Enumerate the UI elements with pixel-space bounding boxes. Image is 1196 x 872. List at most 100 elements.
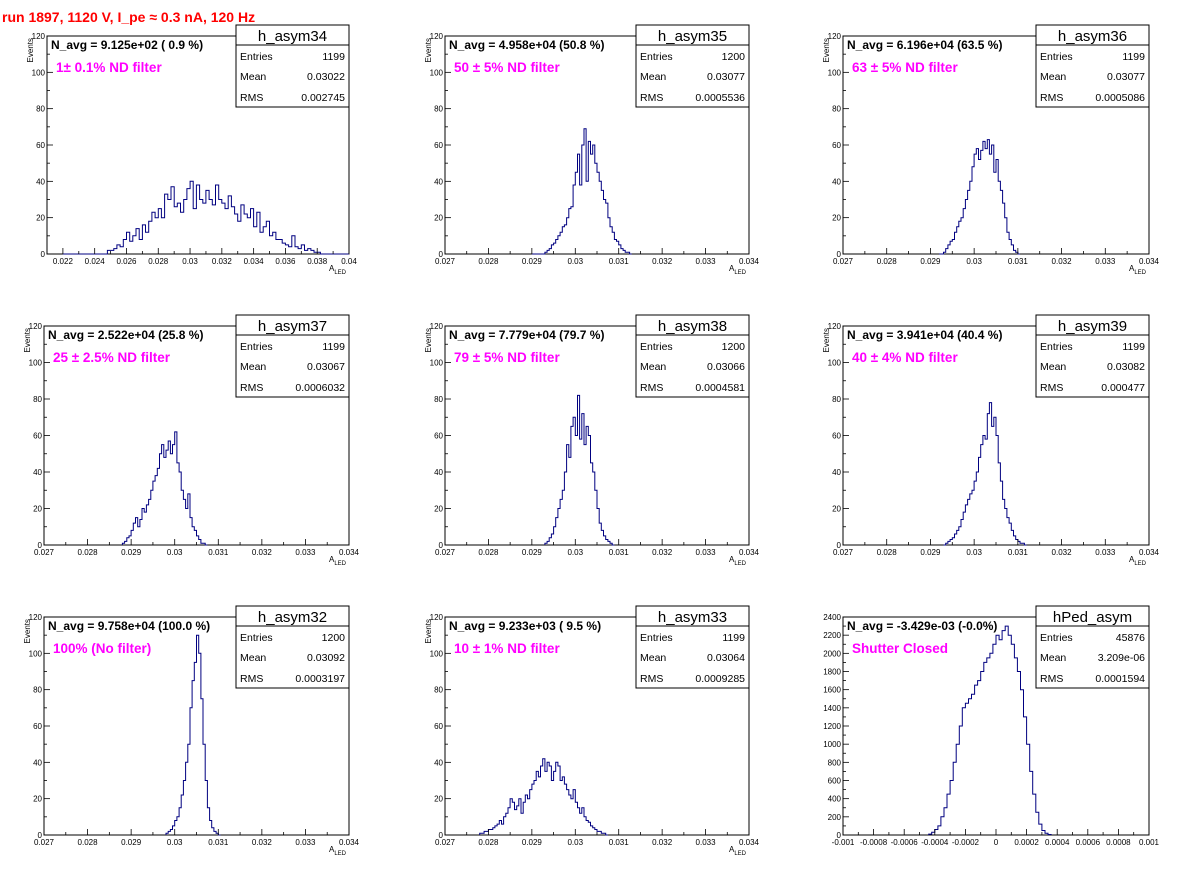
stat-value-mean: 0.03067 xyxy=(307,361,345,373)
y-tick-label: 1400 xyxy=(823,704,841,713)
histogram-name: h_asym38 xyxy=(658,318,727,335)
histogram-panel: 0.022 0.024 0.026 0.028 0.03 0.032 0.034 0.036 0… xyxy=(26,24,357,276)
y-tick-label: 20 xyxy=(434,505,443,514)
y-tick-label: 60 xyxy=(33,722,42,731)
y-tick-label: 60 xyxy=(434,141,443,150)
y-tick-label: 80 xyxy=(434,395,443,404)
stat-label-rms: RMS xyxy=(240,92,263,104)
histogram-name: h_asym32 xyxy=(258,609,327,626)
x-axis-label-sub: LED xyxy=(734,561,746,567)
n-avg-label: N_avg = 9.233e+03 ( 9.5 %) xyxy=(449,619,601,633)
x-tick-label: 0.038 xyxy=(307,257,328,266)
y-tick-label: 60 xyxy=(36,141,45,150)
x-tick-label: 0.034 xyxy=(339,548,360,557)
x-tick-label: 0.03 xyxy=(966,257,982,266)
x-tick-label: 0.031 xyxy=(609,548,630,557)
x-tick-label: 0.03 xyxy=(182,257,198,266)
stat-label-mean: Mean xyxy=(240,71,266,83)
x-tick-label: 0.03 xyxy=(167,548,183,557)
x-tick-label: 0.032 xyxy=(252,548,273,557)
y-tick-label: 60 xyxy=(434,722,443,731)
x-tick-label: 0.034 xyxy=(1139,257,1160,266)
y-tick-label: 100 xyxy=(828,359,842,368)
x-tick-label: 0.029 xyxy=(522,838,543,847)
histogram-panel: 0.027 0.028 0.029 0.03 0.031 0.032 0.033 0.034 0… xyxy=(23,605,360,857)
y-tick-label: 0 xyxy=(439,541,444,550)
y-tick-label: 800 xyxy=(828,758,842,767)
stat-value-rms: 0.000477 xyxy=(1101,382,1145,394)
x-tick-label: 0.027 xyxy=(833,548,854,557)
x-tick-label: 0.027 xyxy=(34,838,55,847)
stat-value-entries: 1200 xyxy=(322,632,346,644)
y-tick-label: 200 xyxy=(828,813,842,822)
x-tick-label: 0.031 xyxy=(609,257,630,266)
stat-value-entries: 1199 xyxy=(1122,341,1145,353)
stat-value-rms: 0.0006032 xyxy=(295,382,345,394)
x-tick-label: 0.032 xyxy=(1052,257,1073,266)
x-tick-label: 0.032 xyxy=(652,257,673,266)
x-tick-label: 0.033 xyxy=(295,838,316,847)
stat-label-mean: Mean xyxy=(1040,71,1066,83)
histogram-series xyxy=(62,180,349,255)
stat-label-rms: RMS xyxy=(240,382,263,394)
stat-label-mean: Mean xyxy=(640,652,666,664)
x-tick-label: 0.029 xyxy=(522,548,543,557)
stat-label-rms: RMS xyxy=(1040,92,1063,104)
y-axis-label: Events xyxy=(424,619,433,643)
stat-label-entries: Entries xyxy=(640,51,673,63)
run-title: run 1897, 1120 V, I_pe ≈ 0.3 nA, 120 Hz xyxy=(2,9,256,25)
stat-label-entries: Entries xyxy=(240,632,273,644)
stat-value-rms: 0.0009285 xyxy=(695,673,745,685)
y-tick-label: 40 xyxy=(832,177,841,186)
x-tick-label: 0.028 xyxy=(877,548,898,557)
y-tick-label: 20 xyxy=(434,795,443,804)
x-tick-label: 0.028 xyxy=(877,257,898,266)
filter-label: 63 ± 5% ND filter xyxy=(852,60,958,75)
x-axis-label-sub: LED xyxy=(334,561,346,567)
histogram-panel: 0.027 0.028 0.029 0.03 0.031 0.032 0.033 0.034 0… xyxy=(424,24,760,276)
y-tick-label: 20 xyxy=(832,214,841,223)
x-tick-label: 0.027 xyxy=(435,548,456,557)
y-tick-label: 100 xyxy=(29,649,43,658)
x-tick-label: 0.027 xyxy=(833,257,854,266)
stat-label-rms: RMS xyxy=(240,673,263,685)
stat-label-entries: Entries xyxy=(1040,632,1073,644)
stat-label-entries: Entries xyxy=(640,341,673,353)
stat-label-entries: Entries xyxy=(240,51,273,63)
y-tick-label: 100 xyxy=(430,359,444,368)
x-tick-label: 0.029 xyxy=(920,548,941,557)
y-tick-label: 1000 xyxy=(823,740,841,749)
stat-label-mean: Mean xyxy=(640,71,666,83)
y-tick-label: 0 xyxy=(38,831,43,840)
stat-value-rms: 0.0001594 xyxy=(1095,673,1145,685)
stat-value-entries: 45876 xyxy=(1116,632,1145,644)
stat-label-mean: Mean xyxy=(1040,652,1066,664)
x-tick-label: 0.03 xyxy=(167,838,183,847)
y-tick-label: 0 xyxy=(837,250,842,259)
stat-label-entries: Entries xyxy=(1040,341,1073,353)
x-tick-label: 0.03 xyxy=(567,257,583,266)
y-tick-label: 0 xyxy=(837,541,842,550)
x-tick-label: 0.03 xyxy=(567,838,583,847)
y-tick-label: 20 xyxy=(832,505,841,514)
y-tick-label: 40 xyxy=(33,758,42,767)
x-tick-label: 0.04 xyxy=(341,257,357,266)
x-tick-label: 0.027 xyxy=(34,548,55,557)
x-tick-label: 0.034 xyxy=(739,838,760,847)
stat-value-mean: 0.03066 xyxy=(707,361,745,373)
stat-value-entries: 1199 xyxy=(322,51,345,63)
y-tick-label: 80 xyxy=(434,105,443,114)
y-tick-label: 100 xyxy=(29,359,43,368)
stat-label-rms: RMS xyxy=(1040,382,1063,394)
x-tick-label: 0.028 xyxy=(478,257,499,266)
stat-value-rms: 0.0004581 xyxy=(695,382,745,394)
x-tick-label: 0.029 xyxy=(121,838,142,847)
y-tick-label: 80 xyxy=(33,395,42,404)
x-tick-label: 0.033 xyxy=(295,548,316,557)
y-tick-label: 80 xyxy=(832,395,841,404)
y-tick-label: 20 xyxy=(434,214,443,223)
stat-value-entries: 1199 xyxy=(1122,51,1145,63)
x-tick-label: 0.031 xyxy=(609,838,630,847)
histogram-name: h_asym39 xyxy=(1058,318,1127,335)
